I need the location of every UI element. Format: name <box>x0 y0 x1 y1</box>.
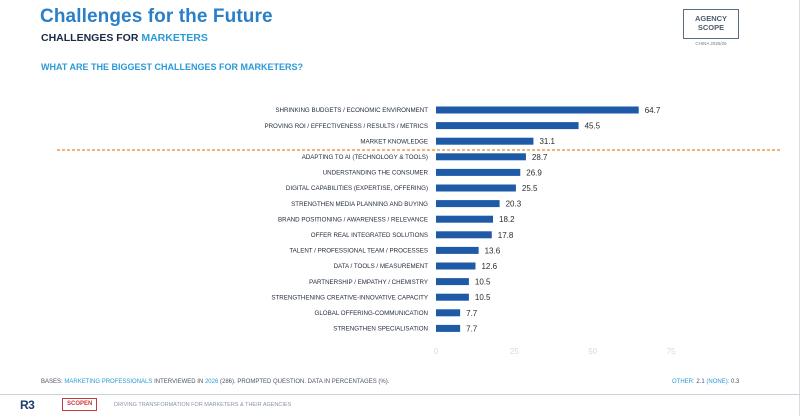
value-label: 10.5 <box>475 293 491 302</box>
bar <box>436 215 494 223</box>
bar <box>436 293 469 301</box>
base-interviewed: INTERVIEWED IN <box>154 379 204 385</box>
category-label: BRAND POSITIONING / AWARENESS / RELEVANC… <box>278 216 428 223</box>
bar <box>436 184 516 192</box>
category-label: STRENGTHEN SPECIALISATION <box>333 326 428 333</box>
category-label: PARTNERSHIP / EMPATHY / CHEMISTRY <box>309 279 428 286</box>
footer-other-note: OTHER: 2.1 (NONE): 0.3 <box>672 379 739 385</box>
bar <box>436 309 461 317</box>
category-label: STRENGTHEN MEDIA PLANNING AND BUYING <box>291 201 428 208</box>
category-label: OFFER REAL INTEGRATED SOLUTIONS <box>311 232 428 239</box>
bar <box>436 231 492 239</box>
value-label: 28.7 <box>532 153 548 162</box>
base-prefix: BASES: <box>41 379 63 385</box>
bar <box>436 153 526 161</box>
value-label: 26.9 <box>526 168 542 177</box>
footer-base-note: BASES: MARKETING PROFESSIONALS INTERVIEW… <box>41 379 389 385</box>
scopen-logo: SCOPEN <box>62 398 98 411</box>
category-label: DATA / TOOLS / MEASUREMENT <box>334 263 429 270</box>
category-label: ADAPTING TO AI (TECHNOLOGY & TOOLS) <box>302 154 428 161</box>
page-subtitle: CHALLENGES FOR MARKETERS <box>41 32 208 44</box>
x-tick-label: 0 <box>434 347 439 356</box>
bar <box>436 200 500 208</box>
x-tick-label: 75 <box>667 347 676 356</box>
bar <box>436 278 469 286</box>
bar <box>436 324 461 332</box>
agency-scope-logo: AGENCY SCOPE <box>683 9 739 39</box>
value-label: 64.7 <box>645 106 661 115</box>
logo-subtitle: CHINA 2025/26 <box>695 41 727 46</box>
x-tick-label: 25 <box>510 347 519 356</box>
bar <box>436 246 479 254</box>
value-label: 12.6 <box>481 262 497 271</box>
base-rest: (286). PROMPTED QUESTION. DATA IN PERCEN… <box>220 379 390 385</box>
bar <box>436 122 579 130</box>
value-label: 13.6 <box>485 246 501 255</box>
value-label: 18.2 <box>499 215 515 224</box>
base-group: MARKETING PROFESSIONALS <box>64 379 153 385</box>
value-label: 7.7 <box>466 309 478 318</box>
category-label: UNDERSTANDING THE CONSUMER <box>323 170 429 177</box>
value-label: 17.8 <box>498 231 514 240</box>
value-label: 7.7 <box>466 324 478 333</box>
category-label: MARKET KNOWLEDGE <box>360 138 428 145</box>
category-label: STRENGTHENING CREATIVE-INNOVATIVE CAPACI… <box>271 294 428 301</box>
category-label: TALENT / PROFESSIONAL TEAM / PROCESSES <box>289 248 428 255</box>
r3-logo: R3 <box>20 398 35 412</box>
bottom-bar <box>0 394 800 417</box>
other-label: OTHER: <box>672 379 695 385</box>
category-label: SHRINKING BUDGETS / ECONOMIC ENVIRONMENT <box>275 107 428 114</box>
subtitle-prefix: CHALLENGES FOR <box>41 32 139 44</box>
bar <box>436 262 476 270</box>
value-label: 20.3 <box>506 200 522 209</box>
logo-line-1: AGENCY <box>694 14 728 23</box>
subtitle-accent: MARKETERS <box>141 32 208 44</box>
base-year: 2026 <box>204 379 219 385</box>
category-label: GLOBAL OFFERING-COMMUNICATION <box>315 310 428 317</box>
brand-tagline: DRIVING TRANSFORMATION FOR MARKETERS & T… <box>114 402 292 408</box>
none-label: (NONE): <box>706 379 730 385</box>
value-label: 10.5 <box>475 278 491 287</box>
x-tick-label: 50 <box>588 347 597 356</box>
bar <box>436 137 534 145</box>
survey-question: WHAT ARE THE BIGGEST CHALLENGES FOR MARK… <box>41 62 303 72</box>
value-label: 31.1 <box>539 137 555 146</box>
value-label: 45.5 <box>585 122 601 131</box>
category-label: PROVING ROI / EFFECTIVENESS / RESULTS / … <box>264 123 428 130</box>
value-label: 25.5 <box>522 184 538 193</box>
category-label: DIGITAL CAPABILITIES (EXPERTISE, OFFERIN… <box>286 185 428 192</box>
page-title: Challenges for the Future <box>40 6 273 27</box>
other-value: 2.1 <box>696 379 705 385</box>
logo-line-2: SCOPE <box>697 23 725 32</box>
bar <box>436 106 639 114</box>
bar <box>436 168 521 176</box>
none-value: 0.3 <box>731 379 740 385</box>
